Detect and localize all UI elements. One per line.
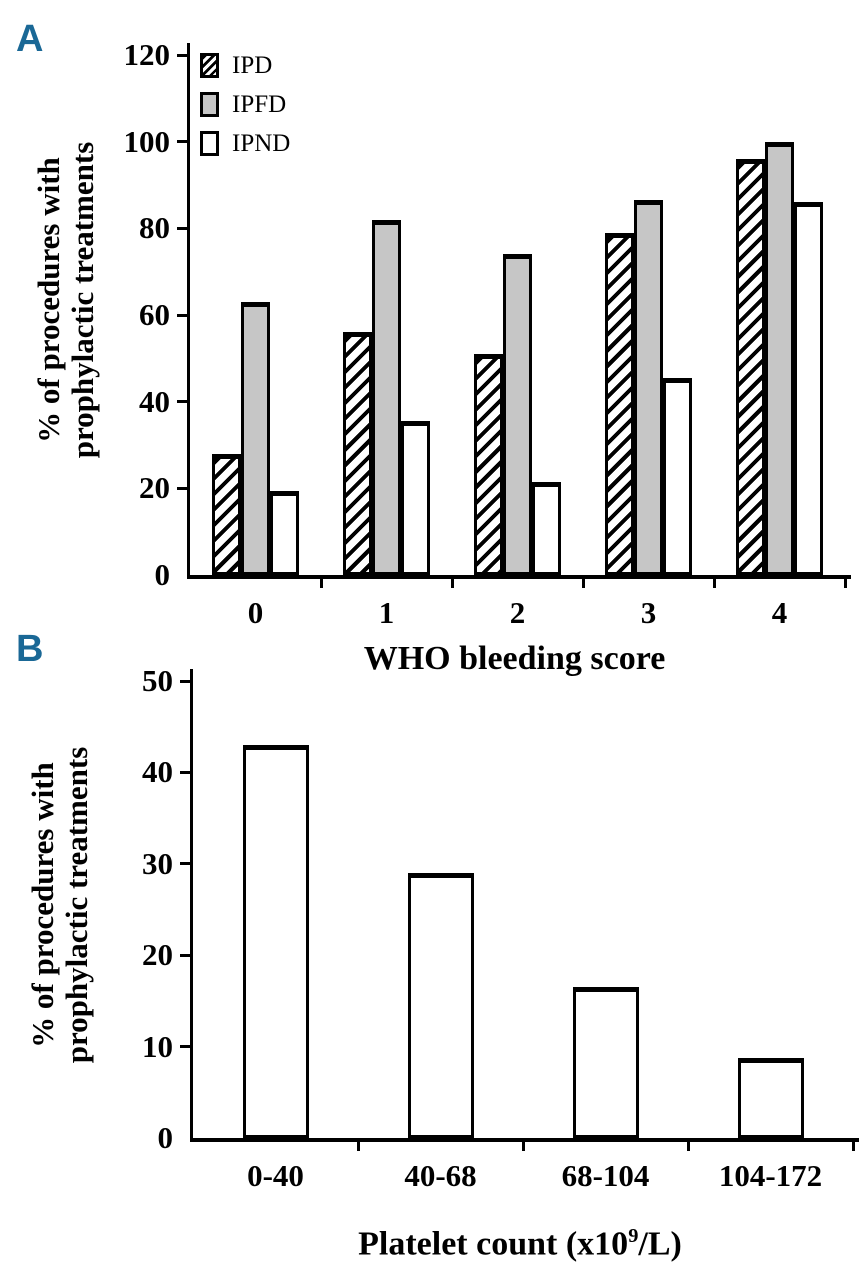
bar-IPFD-4 xyxy=(765,141,794,575)
panel-b-y-axis-title-line2: prophylactic treatments xyxy=(59,746,94,1064)
y-tick-mark xyxy=(177,53,187,57)
bar-IPND-1 xyxy=(401,421,430,575)
bar-IPND-3 xyxy=(663,377,692,575)
y-tick-label: 20 xyxy=(139,470,170,506)
y-tick-mark xyxy=(180,679,190,683)
legend-label: IPND xyxy=(232,130,291,157)
panel-b-x-axis-title-pre: Platelet count (x10 xyxy=(358,1225,629,1263)
legend: IPD IPFD IPND xyxy=(200,53,290,156)
panel-b-x-axis-title: Platelet count (x109/L) xyxy=(190,1226,850,1261)
y-tick-label: 40 xyxy=(142,754,173,790)
y-tick-label: 0 xyxy=(157,1120,174,1155)
y-tick-label: 20 xyxy=(142,937,173,973)
bar-value-104-172 xyxy=(737,1058,804,1138)
x-tick-mark xyxy=(450,579,454,588)
y-tick-mark xyxy=(180,770,190,774)
bar-IPD-2 xyxy=(474,354,503,575)
bar-IPND-2 xyxy=(532,481,561,575)
x-tick-mark xyxy=(851,1142,855,1151)
bar-IPND-4 xyxy=(794,202,823,575)
bar-IPD-4 xyxy=(736,159,765,575)
y-tick-mark xyxy=(177,400,187,404)
bar-value-0-40 xyxy=(242,744,309,1138)
y-tick-label: 0 xyxy=(154,557,171,592)
y-tick-label: 30 xyxy=(142,845,173,881)
y-tick-mark xyxy=(177,226,187,230)
legend-swatch-icon xyxy=(200,131,219,156)
y-tick-mark xyxy=(180,862,190,866)
panel-b-x-axis-title-post: /L) xyxy=(638,1225,682,1263)
y-tick-mark xyxy=(180,953,190,957)
legend-item-IPD: IPD xyxy=(200,53,290,78)
legend-swatch-icon xyxy=(200,92,219,117)
legend-swatch-icon xyxy=(200,53,219,78)
panel-b-y-axis-title: % of procedures with prophylactic treatm… xyxy=(25,665,98,1145)
panel-b-plot-area: 0 10 20 30 40 50 0-40 40-68 68-104 104-172 xyxy=(142,665,859,1191)
bar-value-68-104 xyxy=(572,987,639,1138)
y-tick-mark xyxy=(177,140,187,144)
x-tick-label: 104-172 xyxy=(718,1158,823,1193)
y-tick-label: 10 xyxy=(142,1028,173,1064)
y-tick-label: 80 xyxy=(139,210,170,246)
y-tick-label: 120 xyxy=(123,37,171,72)
bar-value-40-68 xyxy=(407,872,474,1138)
x-tick-mark xyxy=(686,1142,690,1151)
x-tick-label: 0 xyxy=(247,595,264,630)
bar-IPFD-3 xyxy=(634,200,663,575)
x-tick-label: 0-40 xyxy=(247,1158,304,1193)
x-tick-label: 1 xyxy=(378,595,395,630)
legend-label: IPFD xyxy=(232,91,287,118)
legend-label: IPD xyxy=(232,52,273,79)
x-tick-label: 3 xyxy=(640,595,657,630)
y-tick-label: 50 xyxy=(142,663,173,698)
x-tick-mark xyxy=(712,579,716,588)
x-tick-label: 40-68 xyxy=(404,1158,477,1193)
y-tick-label: 100 xyxy=(123,123,171,159)
x-tick-label: 2 xyxy=(509,595,526,630)
panel-a-y-axis-title-line1: % of procedures with xyxy=(31,157,66,443)
bar-IPD-3 xyxy=(605,232,634,575)
y-tick-label: 40 xyxy=(139,383,170,419)
panel-a-plot-area: 0 20 40 60 80 100 120 0 1 2 3 4 IPD IPFD IPND xyxy=(124,39,851,628)
x-tick-label: 4 xyxy=(771,595,788,630)
panel-b-y-axis-title-line1: % of procedures with xyxy=(25,762,60,1048)
bar-IPD-0 xyxy=(212,453,241,575)
y-tick-mark xyxy=(177,486,187,490)
bar-IPFD-2 xyxy=(503,254,532,575)
x-tick-mark xyxy=(521,1142,525,1151)
x-tick-label: 68-104 xyxy=(561,1158,650,1193)
bar-IPND-0 xyxy=(270,490,299,575)
y-tick-mark xyxy=(177,313,187,317)
bar-IPFD-0 xyxy=(241,302,270,575)
x-tick-mark xyxy=(319,579,323,588)
panel-a-x-axis-title: WHO bleeding score xyxy=(363,640,666,677)
legend-item-IPFD: IPFD xyxy=(200,92,290,117)
x-tick-mark xyxy=(356,1142,360,1151)
y-tick-label: 60 xyxy=(139,297,170,332)
panel-a-letter: A xyxy=(16,18,44,60)
y-tick-mark xyxy=(180,1045,190,1049)
x-tick-mark xyxy=(843,579,847,588)
legend-item-IPND: IPND xyxy=(200,131,290,156)
bar-IPD-1 xyxy=(343,332,372,575)
panel-b-x-axis-title-superscript: 9 xyxy=(628,1225,639,1247)
x-tick-mark xyxy=(581,579,585,588)
panel-b-letter: B xyxy=(16,628,44,670)
bar-IPFD-1 xyxy=(372,219,401,575)
